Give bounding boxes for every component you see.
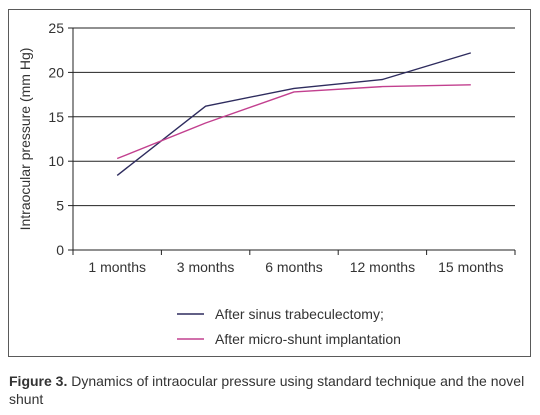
x-tick-labels: 1 months 3 months 6 months 12 months 15 mont… xyxy=(88,259,503,275)
legend-label-1: After sinus trabeculectomy; xyxy=(215,306,384,322)
series-line-2 xyxy=(116,84,471,160)
x-tick-label: 12 months xyxy=(350,259,415,275)
caption-label: Figure 3. xyxy=(9,373,68,389)
y-tick-label: 20 xyxy=(48,64,64,80)
y-tick-label: 0 xyxy=(56,242,64,258)
caption-text: Dynamics of intraocular pressure using s… xyxy=(9,373,525,407)
y-tick-label: 5 xyxy=(56,198,64,214)
y-tick-label: 25 xyxy=(48,20,64,36)
y-axis-title: Intraocular pressure (mm Hg) xyxy=(17,48,33,231)
figure-caption: Figure 3. Dynamics of intraocular pressu… xyxy=(9,372,531,408)
gridlines xyxy=(73,27,515,207)
axes xyxy=(68,27,516,255)
series-line-1 xyxy=(116,52,472,176)
x-tick-label: 1 months xyxy=(88,259,146,275)
legend: After sinus trabeculectomy; After micro-s… xyxy=(177,306,401,347)
legend-label-2: After micro-shunt implantation xyxy=(215,331,401,347)
x-tick-label: 6 months xyxy=(265,259,323,275)
chart-frame xyxy=(8,9,531,357)
series-lines xyxy=(116,52,472,176)
y-tick-label: 10 xyxy=(48,153,64,169)
x-tick-label: 3 months xyxy=(177,259,235,275)
y-tick-labels: 0 5 10 15 20 25 xyxy=(48,20,64,258)
y-tick-label: 15 xyxy=(48,109,64,125)
x-tick-label: 15 months xyxy=(438,259,503,275)
line-chart: 0 5 10 15 20 25 1 months 3 months 6 months 12 mo… xyxy=(17,20,516,347)
